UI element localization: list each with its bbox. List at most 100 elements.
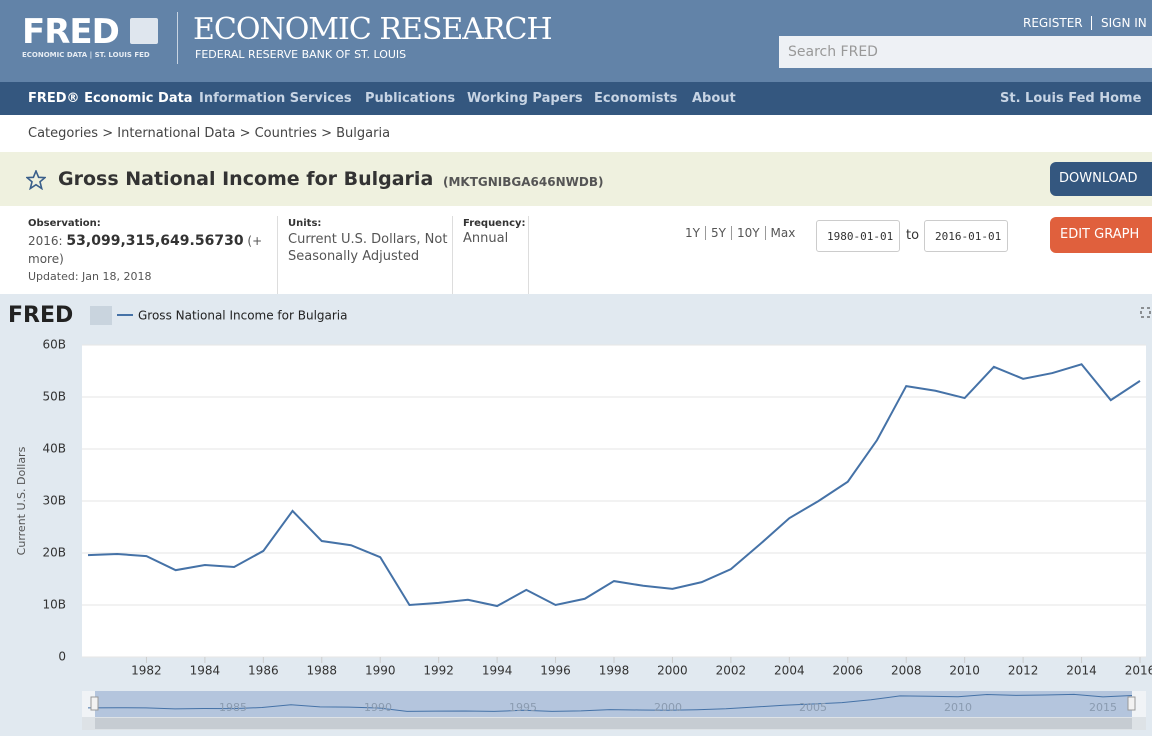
sign-in[interactable]: SIGN IN: [1101, 16, 1147, 30]
nav-link[interactable]: St. Louis Fed Home: [1000, 91, 1142, 106]
x-tick-label: 1984: [190, 664, 221, 678]
y-axis-label: Current U.S. Dollars: [15, 446, 28, 555]
chart-logo-icon: [90, 306, 112, 325]
x-tick-label: 1990: [365, 664, 396, 678]
series-title: Gross National Income for Bulgaria: [58, 168, 434, 190]
x-tick-label: 2004: [774, 664, 805, 678]
x-tick-label: 2014: [1066, 664, 1097, 678]
brand: ECONOMIC RESEARCH: [193, 12, 553, 47]
range-buttons: 1Y 5Y 10Y Max: [680, 226, 801, 240]
scrollbar-thumb[interactable]: [95, 718, 1132, 729]
crumb[interactable]: International Data: [117, 126, 236, 141]
x-tick-label: 2008: [891, 664, 922, 678]
navigator-tick-label: 1985: [219, 701, 247, 714]
frequency: Annual: [463, 231, 509, 246]
nav-link[interactable]: Economists: [594, 91, 678, 106]
to-label: to: [906, 228, 920, 243]
search-box[interactable]: Search FRED: [779, 36, 1152, 68]
title-band: Gross National Income for Bulgaria (MKTG…: [0, 152, 1152, 206]
units: Current U.S. Dollars, Not Seasonally Adj…: [288, 232, 448, 264]
units-label: Units:: [288, 218, 322, 229]
navigator-tick-label: 2010: [944, 701, 972, 714]
x-tick-label: 1996: [540, 664, 571, 678]
nav-link[interactable]: About: [692, 91, 736, 106]
nav-bar: FRED® Economic Data Information Services…: [0, 82, 1152, 115]
more-link[interactable]: (+ more): [28, 234, 263, 266]
y-tick-label: 10B: [42, 598, 66, 612]
divider: [277, 216, 278, 294]
edit-graph-button[interactable]: EDIT GRAPH: [1050, 217, 1152, 253]
divider: [452, 216, 453, 294]
x-tick-label: 2012: [1008, 664, 1039, 678]
legend-label: Gross National Income for Bulgaria: [138, 309, 348, 323]
range-button[interactable]: 5Y: [704, 226, 731, 240]
observation-label: Observation:: [28, 218, 101, 229]
x-tick-label: 1994: [482, 664, 513, 678]
y-tick-label: 40B: [42, 442, 66, 456]
header: FRED ECONOMIC DATA | ST. LOUIS FED ECONO…: [0, 0, 1152, 82]
search-placeholder: Search FRED: [788, 44, 878, 60]
y-tick-label: 50B: [42, 390, 66, 404]
x-tick-label: 2002: [716, 664, 747, 678]
crumb[interactable]: Bulgaria: [336, 126, 391, 141]
x-tick-label: 1982: [131, 664, 162, 678]
crumb-sep: >: [102, 126, 114, 141]
observation: 2016: 53,099,315,649.56730 (+ more): [28, 232, 273, 268]
navigator-tick-label: 2000: [654, 701, 682, 714]
download-button[interactable]: DOWNLOAD: [1050, 162, 1152, 196]
x-tick-label: 2016: [1125, 664, 1152, 678]
navigator-tick-label: 1990: [364, 701, 392, 714]
crumb[interactable]: Categories: [28, 126, 99, 141]
series-id: (MKTGNIBGA646NWDB): [443, 175, 604, 189]
chart-logo: FRED: [8, 303, 73, 328]
brand-sub: FEDERAL RESERVE BANK OF ST. LOUIS: [195, 48, 407, 61]
register[interactable]: REGISTER: [1023, 16, 1092, 30]
navigator-tick-label: 1995: [509, 701, 537, 714]
crumb-sep: >: [321, 126, 332, 141]
navigator-handle: [1127, 696, 1136, 711]
x-tick-label: 2006: [833, 664, 864, 678]
frequency-label: Frequency:: [463, 218, 526, 229]
series-line: [87, 363, 1141, 608]
y-tick-label: 30B: [42, 494, 66, 508]
x-tick-label: 1998: [599, 664, 630, 678]
date-to[interactable]: 2016-01-01: [924, 220, 1008, 252]
updated: Updated: Jan 18, 2018: [28, 270, 152, 283]
x-tick-label: 2010: [949, 664, 980, 678]
x-tick-label: 1988: [307, 664, 338, 678]
navigator-tick-label: 2015: [1089, 701, 1117, 714]
nav-link[interactable]: Publications: [365, 91, 456, 106]
y-tick-label: 0: [58, 650, 66, 664]
range-button[interactable]: Max: [764, 226, 801, 240]
nav-link[interactable]: Working Papers: [467, 91, 583, 106]
nav-link[interactable]: FRED® Economic Data: [28, 91, 193, 106]
chart: FRED Current U.S. Dollars 0 10B 20B 30B 40B 5…: [8, 303, 1152, 730]
meta-panel: Observation: 2016: 53,099,315,649.56730 …: [0, 206, 1152, 294]
range-button[interactable]: 10Y: [730, 226, 765, 240]
date-from[interactable]: 1980-01-01: [816, 220, 900, 252]
divider: [528, 216, 529, 294]
crumb-sep: >: [239, 126, 251, 141]
observation-date: 2016:: [28, 234, 63, 248]
x-tick-label: 1992: [423, 664, 454, 678]
x-tick-label: 2000: [657, 664, 688, 678]
breadcrumb-trail: Categories > International Data > Countr…: [28, 126, 390, 141]
navigator-selection[interactable]: [95, 691, 1132, 717]
navigator-line: [87, 693, 1133, 712]
nav-link[interactable]: Information Services: [199, 91, 352, 106]
y-tick-label: 20B: [42, 546, 66, 560]
navigator-handle[interactable]: [90, 696, 99, 711]
divider: [177, 12, 178, 64]
observation-value: 53,099,315,649.56730: [66, 233, 244, 249]
y-tick-label: 60B: [42, 338, 66, 352]
logo-sub: ECONOMIC DATA | ST. LOUIS FED: [22, 51, 150, 59]
star-icon[interactable]: [26, 170, 46, 190]
logo[interactable]: FRED: [22, 12, 120, 52]
crumb[interactable]: Countries: [254, 126, 317, 141]
chart-area: FRED Current U.S. Dollars 0 10B 20B 30B 40B 5…: [0, 294, 1152, 736]
logo-icon: [130, 18, 158, 44]
breadcrumb: Categories > International Data > Countr…: [0, 115, 1152, 152]
fullscreen-icon[interactable]: [1140, 307, 1151, 318]
range-button[interactable]: 1Y: [685, 226, 700, 240]
